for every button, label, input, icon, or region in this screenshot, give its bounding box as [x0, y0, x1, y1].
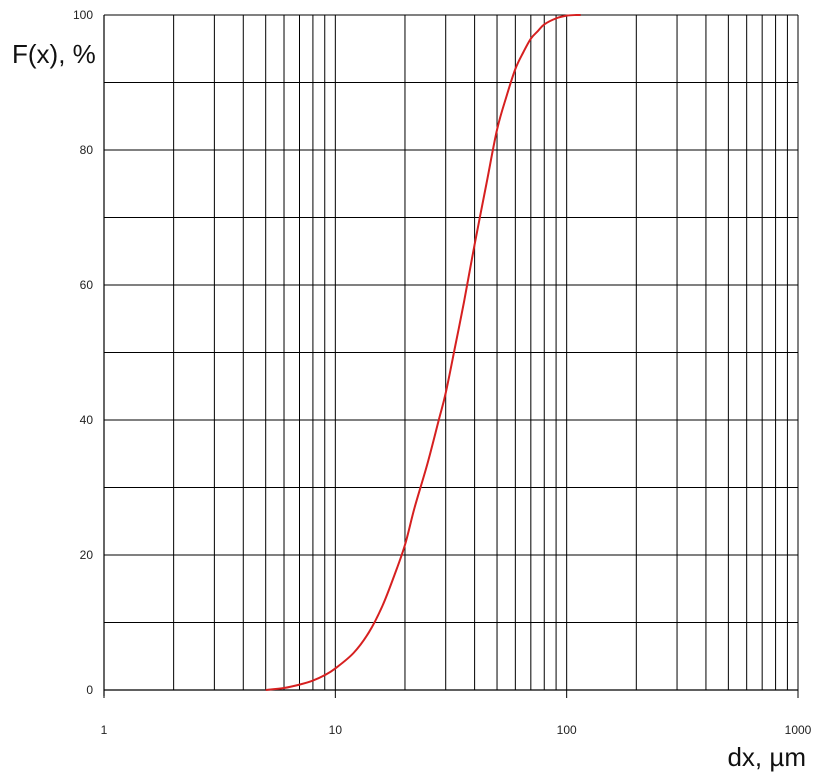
x-axis-label: dx, µm — [727, 742, 806, 772]
grid — [103, 14, 799, 696]
tick-labels: 1 10 100 1000 0 20 40 60 80 100 — [73, 8, 812, 737]
x-tick-label: 1000 — [785, 723, 812, 737]
series-line — [265, 13, 581, 691]
y-tick-label: 60 — [80, 278, 94, 292]
x-tick-label: 1 — [101, 723, 108, 737]
x-tick-label: 100 — [557, 723, 577, 737]
y-tick-label: 0 — [86, 683, 93, 697]
y-tick-label: 100 — [73, 8, 93, 22]
y-tick-label: 40 — [80, 413, 94, 427]
y-axis-label: F(x), % — [12, 39, 96, 69]
y-tick-label: 20 — [80, 548, 94, 562]
y-tick-label: 80 — [80, 143, 94, 157]
x-tick-label: 10 — [329, 723, 343, 737]
